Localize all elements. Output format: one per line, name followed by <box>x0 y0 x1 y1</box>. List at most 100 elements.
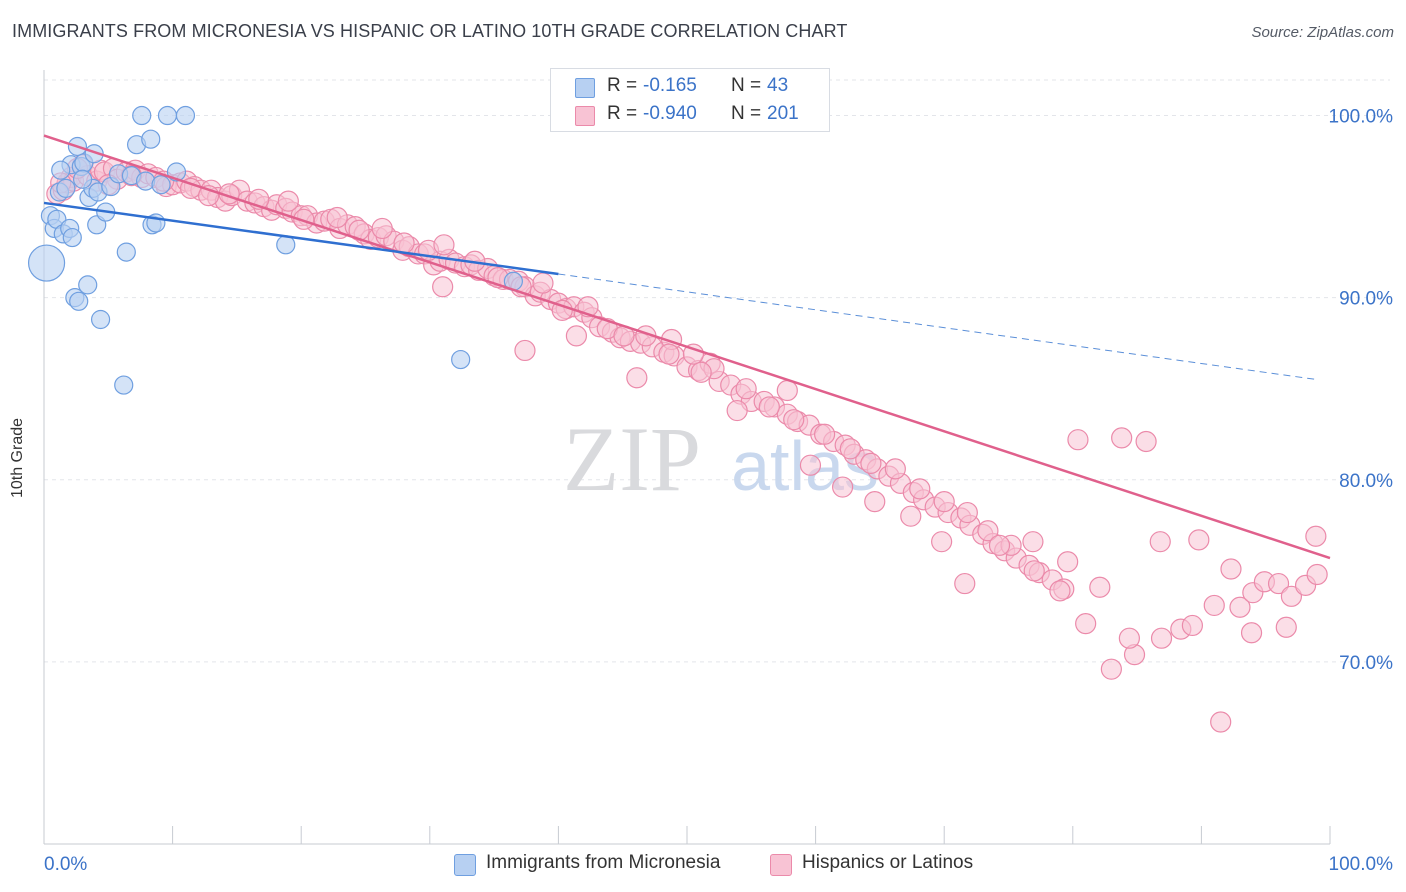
legend-n-key: N = <box>731 75 762 96</box>
micronesia-point <box>90 309 111 330</box>
hispanics-point <box>1149 531 1171 553</box>
series-swatch-micronesia <box>454 854 476 876</box>
micronesia-point <box>151 175 171 195</box>
y-tick-label: 70.0% <box>1339 653 1393 674</box>
chart-title: IMMIGRANTS FROM MICRONESIA VS HISPANIC O… <box>12 21 848 41</box>
hispanics-point <box>1306 563 1328 586</box>
hispanics-point <box>1023 560 1045 582</box>
micronesia-point <box>116 242 136 262</box>
hispanics-point <box>814 423 836 445</box>
hispanics-point <box>933 491 955 513</box>
hispanics-point <box>658 343 680 365</box>
hispanics-point <box>371 217 393 240</box>
hispanics-point <box>1075 613 1097 635</box>
hispanics-point <box>1275 616 1297 638</box>
hispanics-point <box>1305 525 1327 547</box>
hispanics-point <box>758 396 780 418</box>
hispanics-point <box>1067 429 1089 451</box>
source-credit: Source: ZipAtlas.com <box>1251 24 1394 41</box>
legend-r-value: -0.165 <box>643 75 697 96</box>
x-tick-label-min: 0.0% <box>44 854 87 875</box>
hispanics-point <box>735 378 757 400</box>
hispanics-point <box>293 208 315 230</box>
hispanics-point <box>1181 614 1203 637</box>
series-hispanics-points <box>46 154 1328 733</box>
legend-swatch-hispanics <box>575 106 595 126</box>
hispanics-point <box>514 339 536 362</box>
hispanics-point <box>1111 427 1133 449</box>
hispanics-point <box>1049 580 1071 602</box>
hispanics-point <box>783 409 805 431</box>
hispanics-point <box>1100 658 1122 680</box>
hispanics-point <box>900 505 922 527</box>
x-tick-label-max: 100.0% <box>1329 854 1394 875</box>
hispanics-point <box>988 534 1011 556</box>
legend-row-hispanics: R = -0.940 N = 201 <box>551 101 829 129</box>
hispanics-point <box>977 520 999 542</box>
y-axis-label: 10th Grade <box>9 417 26 499</box>
hispanics-point <box>884 458 906 480</box>
hispanics-point <box>1203 594 1225 617</box>
hispanics-point <box>832 476 854 498</box>
legend-r-key: R = <box>607 75 638 96</box>
hispanics-point <box>1188 529 1210 551</box>
hispanics-point <box>931 531 953 553</box>
micronesia-point <box>451 349 471 370</box>
micronesia-point <box>51 160 71 180</box>
hispanics-point <box>682 343 705 365</box>
micronesia-point <box>132 105 152 126</box>
hispanics-point <box>860 452 882 474</box>
micronesia-point <box>157 105 178 126</box>
hispanics-point <box>1280 585 1303 607</box>
hispanics-point <box>956 501 978 524</box>
legend-n-key: N = <box>731 103 762 124</box>
hispanics-point <box>1118 627 1140 649</box>
hispanics-point <box>1057 551 1079 573</box>
hispanics-point <box>690 361 712 383</box>
micronesia-point <box>27 244 66 282</box>
micronesia-point <box>72 169 93 189</box>
trend-lines <box>43 134 1331 560</box>
micronesia-point <box>114 375 134 395</box>
hispanics-point <box>626 367 648 389</box>
hispanics-point <box>433 234 455 256</box>
series-label-hispanics: Hispanics or Latinos <box>802 852 974 873</box>
legend-n-value: 201 <box>767 103 799 124</box>
hispanics-point <box>326 206 348 229</box>
hispanics-point <box>1240 622 1263 644</box>
micronesia-point <box>56 178 76 198</box>
hispanics-point <box>1220 558 1242 580</box>
legend-row-micronesia: R = -0.165 N = 43 <box>551 73 829 101</box>
axes <box>43 70 1331 845</box>
hispanics-trend-line <box>43 134 1331 560</box>
y-tick-label: 80.0% <box>1339 471 1393 492</box>
micronesia-point <box>276 235 296 255</box>
series-label-micronesia: Immigrants from Micronesia <box>486 852 721 873</box>
hispanics-point <box>532 272 554 294</box>
micronesia-trend-extension <box>558 273 1318 381</box>
hispanics-point <box>565 325 588 347</box>
hispanics-point <box>1135 430 1157 453</box>
hispanics-point <box>1089 576 1111 598</box>
hispanics-point <box>393 232 415 254</box>
micronesia-point <box>78 275 98 295</box>
hispanics-point <box>1210 711 1232 733</box>
y-tick-label: 100.0% <box>1329 107 1394 128</box>
hispanics-point <box>909 478 931 500</box>
micronesia-trend-line <box>43 201 559 276</box>
hispanics-point <box>864 491 886 513</box>
hispanics-point <box>1150 627 1173 649</box>
micronesia-point <box>141 129 161 149</box>
hispanics-point <box>1022 531 1044 553</box>
tick-labels: 70.0% 80.0% 90.0% 100.0% 0.0% 100.0% <box>44 107 1393 875</box>
micronesia-point <box>62 227 82 248</box>
watermark-zip: ZIP <box>563 408 701 510</box>
micronesia-point <box>175 105 196 126</box>
legend-r-key: R = <box>607 103 638 124</box>
legend-n-value: 43 <box>767 75 789 96</box>
hispanics-point <box>954 572 976 595</box>
hispanics-point <box>799 454 822 476</box>
hispanics-point <box>1267 572 1290 595</box>
y-tick-label: 90.0% <box>1339 289 1393 310</box>
